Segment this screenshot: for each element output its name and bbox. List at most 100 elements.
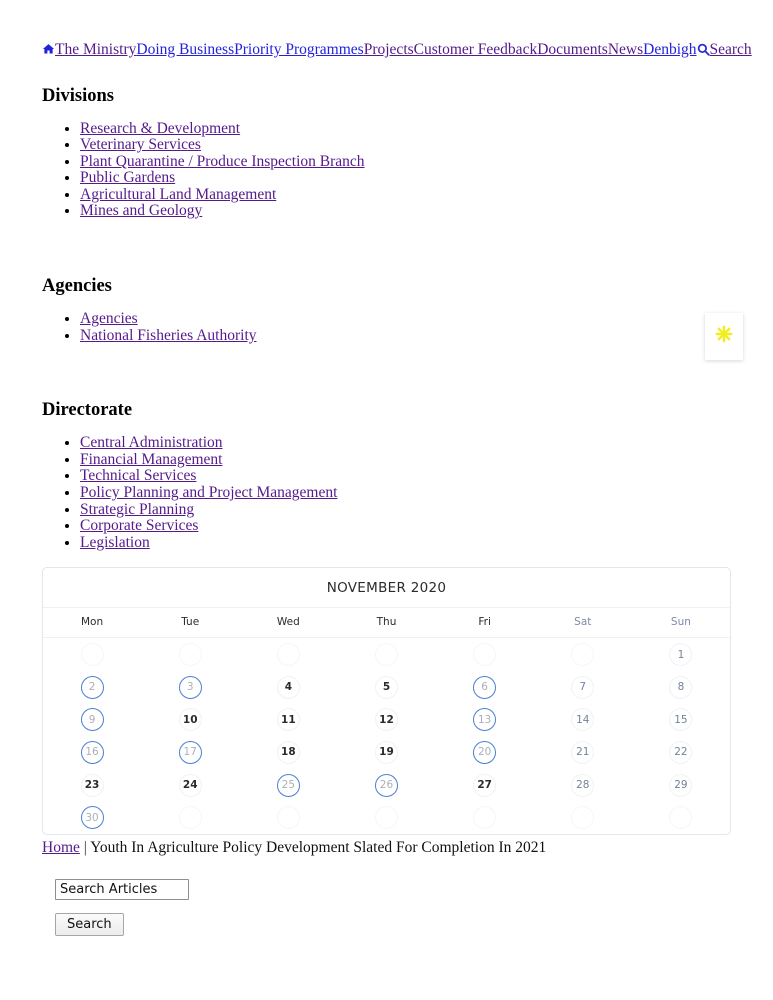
link-strategic-planning[interactable]: Strategic Planning: [80, 500, 195, 518]
calendar-cell[interactable]: 3: [141, 671, 239, 704]
link-veterinary-services[interactable]: Veterinary Services: [80, 136, 201, 154]
calendar-cell[interactable]: 1: [632, 638, 730, 671]
link-agencies[interactable]: Agencies: [80, 310, 138, 328]
calendar-cell[interactable]: 29: [632, 769, 730, 802]
calendar-day-with-event[interactable]: 13: [473, 708, 497, 732]
calendar-day-empty: [276, 806, 300, 830]
link-agricultural-land-management[interactable]: Agricultural Land Management: [80, 185, 277, 203]
link-plant-quarantine[interactable]: Plant Quarantine / Produce Inspection Br…: [80, 152, 365, 170]
calendar-day[interactable]: 11: [276, 708, 300, 732]
calendar-cell[interactable]: 14: [534, 704, 632, 737]
calendar-cell[interactable]: 23: [43, 769, 141, 802]
calendar-day-empty: [473, 643, 497, 667]
calendar-cell[interactable]: 6: [436, 671, 534, 704]
calendar-day-with-event[interactable]: 17: [178, 740, 202, 764]
calendar-day-with-event[interactable]: 2: [80, 675, 104, 699]
weekday-fri: Fri: [478, 616, 491, 629]
link-public-gardens[interactable]: Public Gardens: [80, 169, 176, 187]
calendar-day-with-event[interactable]: 26: [374, 773, 398, 797]
calendar-cell[interactable]: 18: [239, 736, 337, 769]
calendar-day[interactable]: 5: [374, 675, 398, 699]
calendar-day[interactable]: 28: [571, 773, 595, 797]
calendar-day-empty: [80, 643, 104, 667]
nav-item-doing-business[interactable]: Doing Business: [136, 41, 235, 58]
calendar-cell[interactable]: 20: [436, 736, 534, 769]
calendar-day[interactable]: 27: [473, 773, 497, 797]
nav-item-the-ministry[interactable]: The Ministry: [55, 41, 137, 58]
section-title-directorate: Directorate: [42, 400, 133, 421]
link-technical-services[interactable]: Technical Services: [80, 467, 197, 485]
calendar-cell[interactable]: 12: [337, 704, 435, 737]
calendar-cell[interactable]: 19: [337, 736, 435, 769]
calendar-day[interactable]: 19: [374, 740, 398, 764]
calendar-cell[interactable]: 30: [43, 801, 141, 834]
nav-item-customer-feedback[interactable]: Customer Feedback: [413, 41, 538, 58]
breadcrumb-home-link[interactable]: Home: [42, 838, 80, 856]
nav-item-projects[interactable]: Projects: [363, 41, 414, 58]
calendar-cell[interactable]: 5: [337, 671, 435, 704]
nav-item-priority-programmes[interactable]: Priority Programmes: [234, 41, 364, 58]
link-research-and-development[interactable]: Research & Development: [80, 119, 241, 137]
calendar-cell[interactable]: 15: [632, 704, 730, 737]
calendar-day-with-event[interactable]: 20: [473, 740, 497, 764]
calendar-cell[interactable]: 8: [632, 671, 730, 704]
calendar-cell[interactable]: 9: [43, 704, 141, 737]
calendar-cell[interactable]: 22: [632, 736, 730, 769]
nav-item-documents[interactable]: Documents: [537, 41, 608, 58]
calendar-cell[interactable]: 24: [141, 769, 239, 802]
calendar-day[interactable]: 23: [80, 773, 104, 797]
calendar-cell: [141, 801, 239, 834]
list-item: Financial Management: [80, 450, 773, 469]
calendar-month-title: NOVEMBER 2020: [43, 568, 730, 609]
calendar-day[interactable]: 18: [276, 740, 300, 764]
calendar-cell[interactable]: 26: [337, 769, 435, 802]
nav-item-search[interactable]: Search: [709, 41, 752, 58]
search-icon[interactable]: [697, 43, 710, 60]
calendar-day[interactable]: 14: [571, 708, 595, 732]
calendar-day[interactable]: 8: [669, 675, 693, 699]
calendar-cell[interactable]: 2: [43, 671, 141, 704]
calendar-day[interactable]: 24: [178, 773, 202, 797]
calendar-day-with-event[interactable]: 9: [80, 708, 104, 732]
calendar-cell[interactable]: 13: [436, 704, 534, 737]
calendar-day-with-event[interactable]: 3: [178, 675, 202, 699]
calendar-day[interactable]: 22: [669, 740, 693, 764]
list-item: Policy Planning and Project Management: [80, 484, 773, 502]
link-central-administration[interactable]: Central Administration: [80, 434, 223, 452]
calendar-day-with-event[interactable]: 30: [80, 806, 104, 830]
calendar-cell[interactable]: 28: [534, 769, 632, 802]
link-national-fisheries-authority[interactable]: National Fisheries Authority: [80, 326, 257, 344]
list-item: Agricultural Land Management: [80, 185, 773, 204]
calendar-day[interactable]: 21: [571, 740, 595, 764]
nav-item-news[interactable]: News: [607, 41, 644, 58]
calendar-day-with-event[interactable]: 6: [473, 675, 497, 699]
link-mines-and-geology[interactable]: Mines and Geology: [80, 202, 203, 220]
calendar-day[interactable]: 1: [669, 643, 693, 667]
calendar-cell[interactable]: 27: [436, 769, 534, 802]
nav-item-denbigh[interactable]: Denbigh: [643, 41, 697, 58]
calendar-day-with-event[interactable]: 16: [80, 740, 104, 764]
link-corporate-services[interactable]: Corporate Services: [80, 517, 199, 535]
calendar-day[interactable]: 10: [178, 708, 202, 732]
calendar-cell[interactable]: 17: [141, 736, 239, 769]
calendar-day[interactable]: 4: [276, 675, 300, 699]
link-legislation[interactable]: Legislation: [80, 533, 150, 551]
calendar-cell: [239, 638, 337, 671]
calendar-cell[interactable]: 11: [239, 704, 337, 737]
calendar-day[interactable]: 29: [669, 773, 693, 797]
calendar-day[interactable]: 7: [571, 675, 595, 699]
search-button[interactable]: Search: [55, 912, 124, 936]
calendar-cell[interactable]: 16: [43, 736, 141, 769]
link-policy-planning-and-project-management[interactable]: Policy Planning and Project Management: [80, 484, 338, 502]
calendar-cell[interactable]: 4: [239, 671, 337, 704]
calendar-day[interactable]: 12: [374, 708, 398, 732]
calendar-day-with-event[interactable]: 25: [276, 773, 300, 797]
search-input[interactable]: [55, 878, 189, 900]
calendar-day[interactable]: 15: [669, 708, 693, 732]
calendar-cell[interactable]: 10: [141, 704, 239, 737]
calendar-cell[interactable]: 7: [534, 671, 632, 704]
calendar-cell[interactable]: 25: [239, 769, 337, 802]
link-financial-management[interactable]: Financial Management: [80, 450, 223, 468]
calendar-cell[interactable]: 21: [534, 736, 632, 769]
floating-side-widget[interactable]: [705, 313, 743, 360]
